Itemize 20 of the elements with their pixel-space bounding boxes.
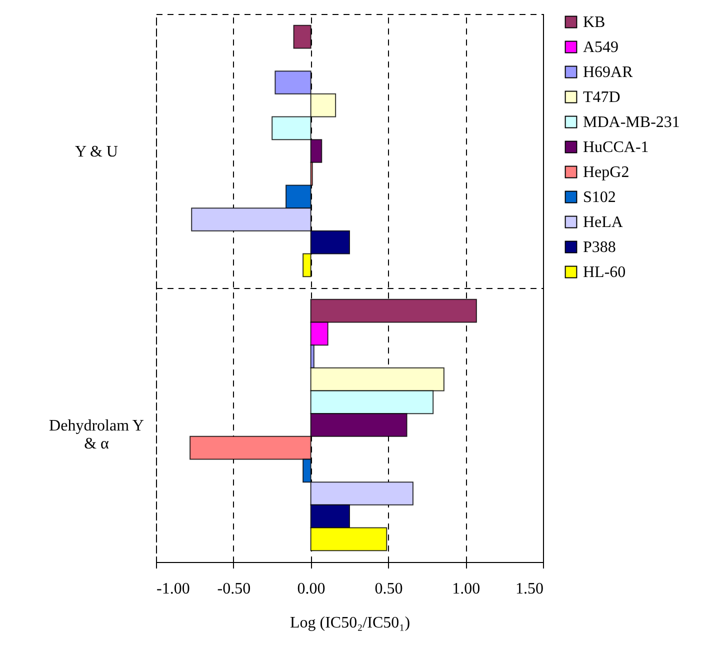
x-axis-title: Log (IC50₂/IC50₁) [290, 614, 410, 632]
x-tick-label: -0.50 [217, 580, 251, 598]
y-tick-label: Y & U [75, 144, 118, 160]
x-tick-label: 1.00 [452, 580, 480, 598]
legend-label: H69AR [583, 64, 634, 81]
x-tick-label: 1.50 [516, 580, 544, 598]
legend-label: HepG2 [583, 164, 630, 181]
legend-label: MDA-MB-231 [583, 114, 680, 131]
legend-label: A549 [583, 39, 619, 56]
y-tick-label: Dehydrolam Y & α [49, 418, 144, 452]
legend-label: S102 [583, 189, 616, 206]
legend-label: HuCCA-1 [583, 139, 649, 156]
x-tick-label: 0.00 [297, 580, 326, 598]
legend-label: HeLA [583, 214, 624, 231]
legend-label: T47D [583, 89, 620, 106]
legend-label: P388 [583, 239, 616, 256]
x-tick-label: 0.50 [374, 580, 403, 598]
legend-label: HL-60 [583, 264, 626, 281]
legend-label: KB [583, 14, 606, 31]
x-tick-label: -1.00 [156, 580, 190, 598]
